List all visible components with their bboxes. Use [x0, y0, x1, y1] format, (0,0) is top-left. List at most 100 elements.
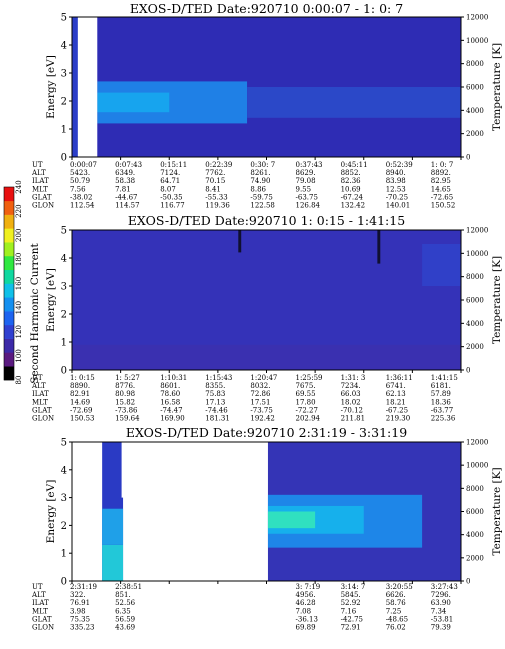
y-tick-label: 5 [61, 13, 67, 24]
ephemeris-value: 83.98 [386, 177, 406, 185]
spectrogram-feature [377, 230, 381, 264]
spectrogram-feature [267, 511, 316, 529]
ephemeris-value: 7.25 [386, 607, 402, 615]
ephemeris-value: 74.90 [250, 177, 270, 185]
ephemeris-value: 140.01 [386, 202, 411, 210]
ephemeris-value: 17.13 [205, 398, 225, 406]
ephemeris-value: 8.07 [160, 185, 176, 193]
ephemeris-row-label: UT [32, 161, 43, 169]
y2-axis-label: Temperature [K] [491, 43, 503, 131]
y-tick-label: 4 [61, 41, 67, 52]
ephemeris-value: 18.36 [431, 398, 452, 406]
y-tick-label: 1 [61, 549, 67, 560]
ephemeris-row-label: GLAT [32, 406, 52, 414]
y-axis-label: Energy [eV] [45, 480, 57, 544]
ephemeris-value: -73.75 [250, 406, 272, 414]
ephemeris-value: 9.55 [296, 185, 312, 193]
ephemeris-value: 14.69 [70, 398, 90, 406]
colorbar-swatch [4, 200, 14, 215]
y-tick-label: 0 [61, 153, 67, 164]
ephemeris-value: 1:20:47 [250, 374, 277, 382]
ephemeris-value: -72.65 [431, 193, 453, 201]
colorbar-frame [3, 186, 15, 381]
ephemeris-value: 6741. [386, 382, 406, 390]
y2-axis-label: Temperature [K] [491, 256, 503, 344]
ephemeris-row-label: GLAT [32, 193, 52, 201]
ephemeris-value: 10.69 [341, 185, 361, 193]
ephemeris-value: -48.65 [386, 615, 408, 623]
ephemeris-value: 159.64 [115, 415, 140, 423]
ephemeris-value: 5423. [70, 169, 90, 177]
ephemeris-value: 8892. [431, 169, 451, 177]
y2-tick-label: 4000 [466, 531, 484, 539]
ephemeris-value: 79.39 [431, 624, 451, 632]
colorbar-swatch [4, 255, 14, 271]
ephemeris-value: 57.89 [431, 390, 451, 398]
ephemeris-value: 1:15:43 [205, 374, 232, 382]
data-gap [77, 17, 98, 157]
ephemeris-value: 0:52:39 [386, 161, 413, 169]
y2-tick-label: 8000 [466, 485, 484, 493]
ephemeris-value: 8940. [386, 169, 406, 177]
y2-tick-label: 6000 [466, 508, 484, 516]
ephemeris-value: 18.02 [341, 398, 361, 406]
ephemeris-row-label: ILAT [32, 177, 49, 185]
colorbar-label: Second Harmonic Current [29, 242, 41, 383]
ephemeris-value: -74.46 [205, 406, 228, 414]
ephemeris-value: 82.91 [70, 390, 90, 398]
y2-tick-label: 6000 [466, 297, 484, 305]
colorbar-swatch [4, 324, 14, 339]
ephemeris-value: -55.33 [205, 193, 227, 201]
y-tick-label: 5 [61, 226, 67, 237]
ephemeris-value: 69.89 [296, 624, 316, 632]
ephemeris-value: 82.36 [341, 177, 362, 185]
colorbar-tick-label: 240 [15, 180, 23, 193]
ephemeris-value: 112.54 [70, 202, 95, 210]
ephemeris-value: 7.08 [296, 607, 312, 615]
ephemeris-value: 119.36 [205, 202, 230, 210]
ephemeris-value: 8032. [250, 382, 270, 390]
y2-tick-label: 0 [466, 367, 470, 375]
ephemeris-value: 6349. [115, 169, 135, 177]
ephemeris-value: 1:36:11 [386, 374, 413, 382]
ephemeris-value: 7.56 [70, 185, 86, 193]
ephemeris-value: 72.86 [250, 390, 271, 398]
ephemeris-value: 7.81 [115, 185, 131, 193]
y-tick-label: 0 [61, 366, 67, 377]
y2-tick-label: 0 [466, 578, 470, 586]
colorbar-swatch [4, 297, 14, 312]
colorbar-swatch [4, 283, 14, 298]
ephemeris-value: -70.25 [386, 193, 408, 201]
spectrogram-feature [97, 92, 170, 113]
ephemeris-value: 0:30: 7 [250, 161, 275, 169]
ephemeris-value: 1: 5:27 [115, 374, 140, 382]
ephemeris-value: 1: 0:15 [70, 374, 95, 382]
ephemeris-value: 46.28 [296, 599, 316, 607]
y-axis-label: Energy [eV] [45, 268, 57, 332]
ephemeris-value: 0:37:43 [296, 161, 323, 169]
y-tick-label: 3 [61, 69, 67, 80]
ephemeris-value: 7234. [341, 382, 361, 390]
colorbar-swatch [4, 214, 14, 229]
ephemeris-value: 0:22:39 [205, 161, 232, 169]
y-tick-label: 4 [61, 254, 67, 265]
ephemeris-value: 52.56 [115, 599, 136, 607]
colorbar-swatch [4, 366, 14, 381]
ephemeris-value: 211.81 [341, 415, 366, 423]
ephemeris-value: -74.47 [160, 406, 182, 414]
ephemeris-value: 122.58 [250, 202, 275, 210]
ephemeris-value: 7296. [431, 591, 451, 599]
ephemeris-row-label: GLON [32, 202, 54, 210]
ephemeris-value: 3:14: 7 [341, 583, 366, 591]
y2-tick-label: 2000 [466, 130, 484, 138]
ephemeris-row-label: MLT [32, 398, 48, 406]
ephemeris-value: 1: 0: 7 [431, 161, 454, 169]
ephemeris-value: 14.65 [431, 185, 451, 193]
spectrogram-feature [102, 544, 124, 581]
y2-tick-label: 10000 [466, 250, 488, 258]
ephemeris-value: 1:41:15 [431, 374, 458, 382]
ephemeris-value: 2:38:51 [115, 583, 142, 591]
ephemeris-value: 15.82 [115, 398, 135, 406]
colorbar-swatch [4, 311, 14, 326]
y2-tick-label: 10000 [466, 462, 488, 470]
